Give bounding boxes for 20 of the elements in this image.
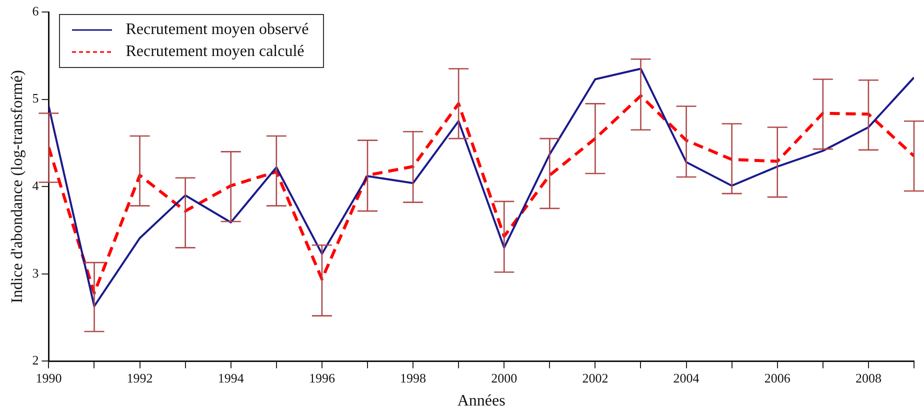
y-tick-label: 4 — [32, 178, 40, 194]
y-tick-label: 3 — [32, 265, 39, 280]
x-tick-label: 1994 — [218, 370, 244, 386]
legend-label: Recrutement moyen observé — [126, 20, 309, 40]
x-tick-label: 2006 — [764, 370, 791, 386]
y-axis-title: Indice d'abondance (log-transformé) — [8, 70, 26, 304]
x-tick-label: 1998 — [400, 370, 426, 386]
y-tick-label: 2 — [32, 352, 39, 368]
y-tick-label: 5 — [32, 90, 39, 106]
x-tick-label: 2008 — [855, 370, 882, 386]
x-tick-label: 1990 — [36, 370, 62, 386]
x-tick-label: 2002 — [582, 370, 608, 386]
x-tick-label: 2000 — [491, 370, 518, 386]
x-axis-title: Années — [457, 392, 506, 410]
x-tick-label: 1992 — [126, 370, 153, 386]
y-tick-label: 6 — [32, 3, 40, 18]
legend-label: Recrutement moyen calculé — [126, 42, 304, 62]
x-tick-label: 1996 — [308, 370, 336, 386]
x-tick-label: 2004 — [673, 370, 700, 386]
line-series — [48, 94, 914, 295]
